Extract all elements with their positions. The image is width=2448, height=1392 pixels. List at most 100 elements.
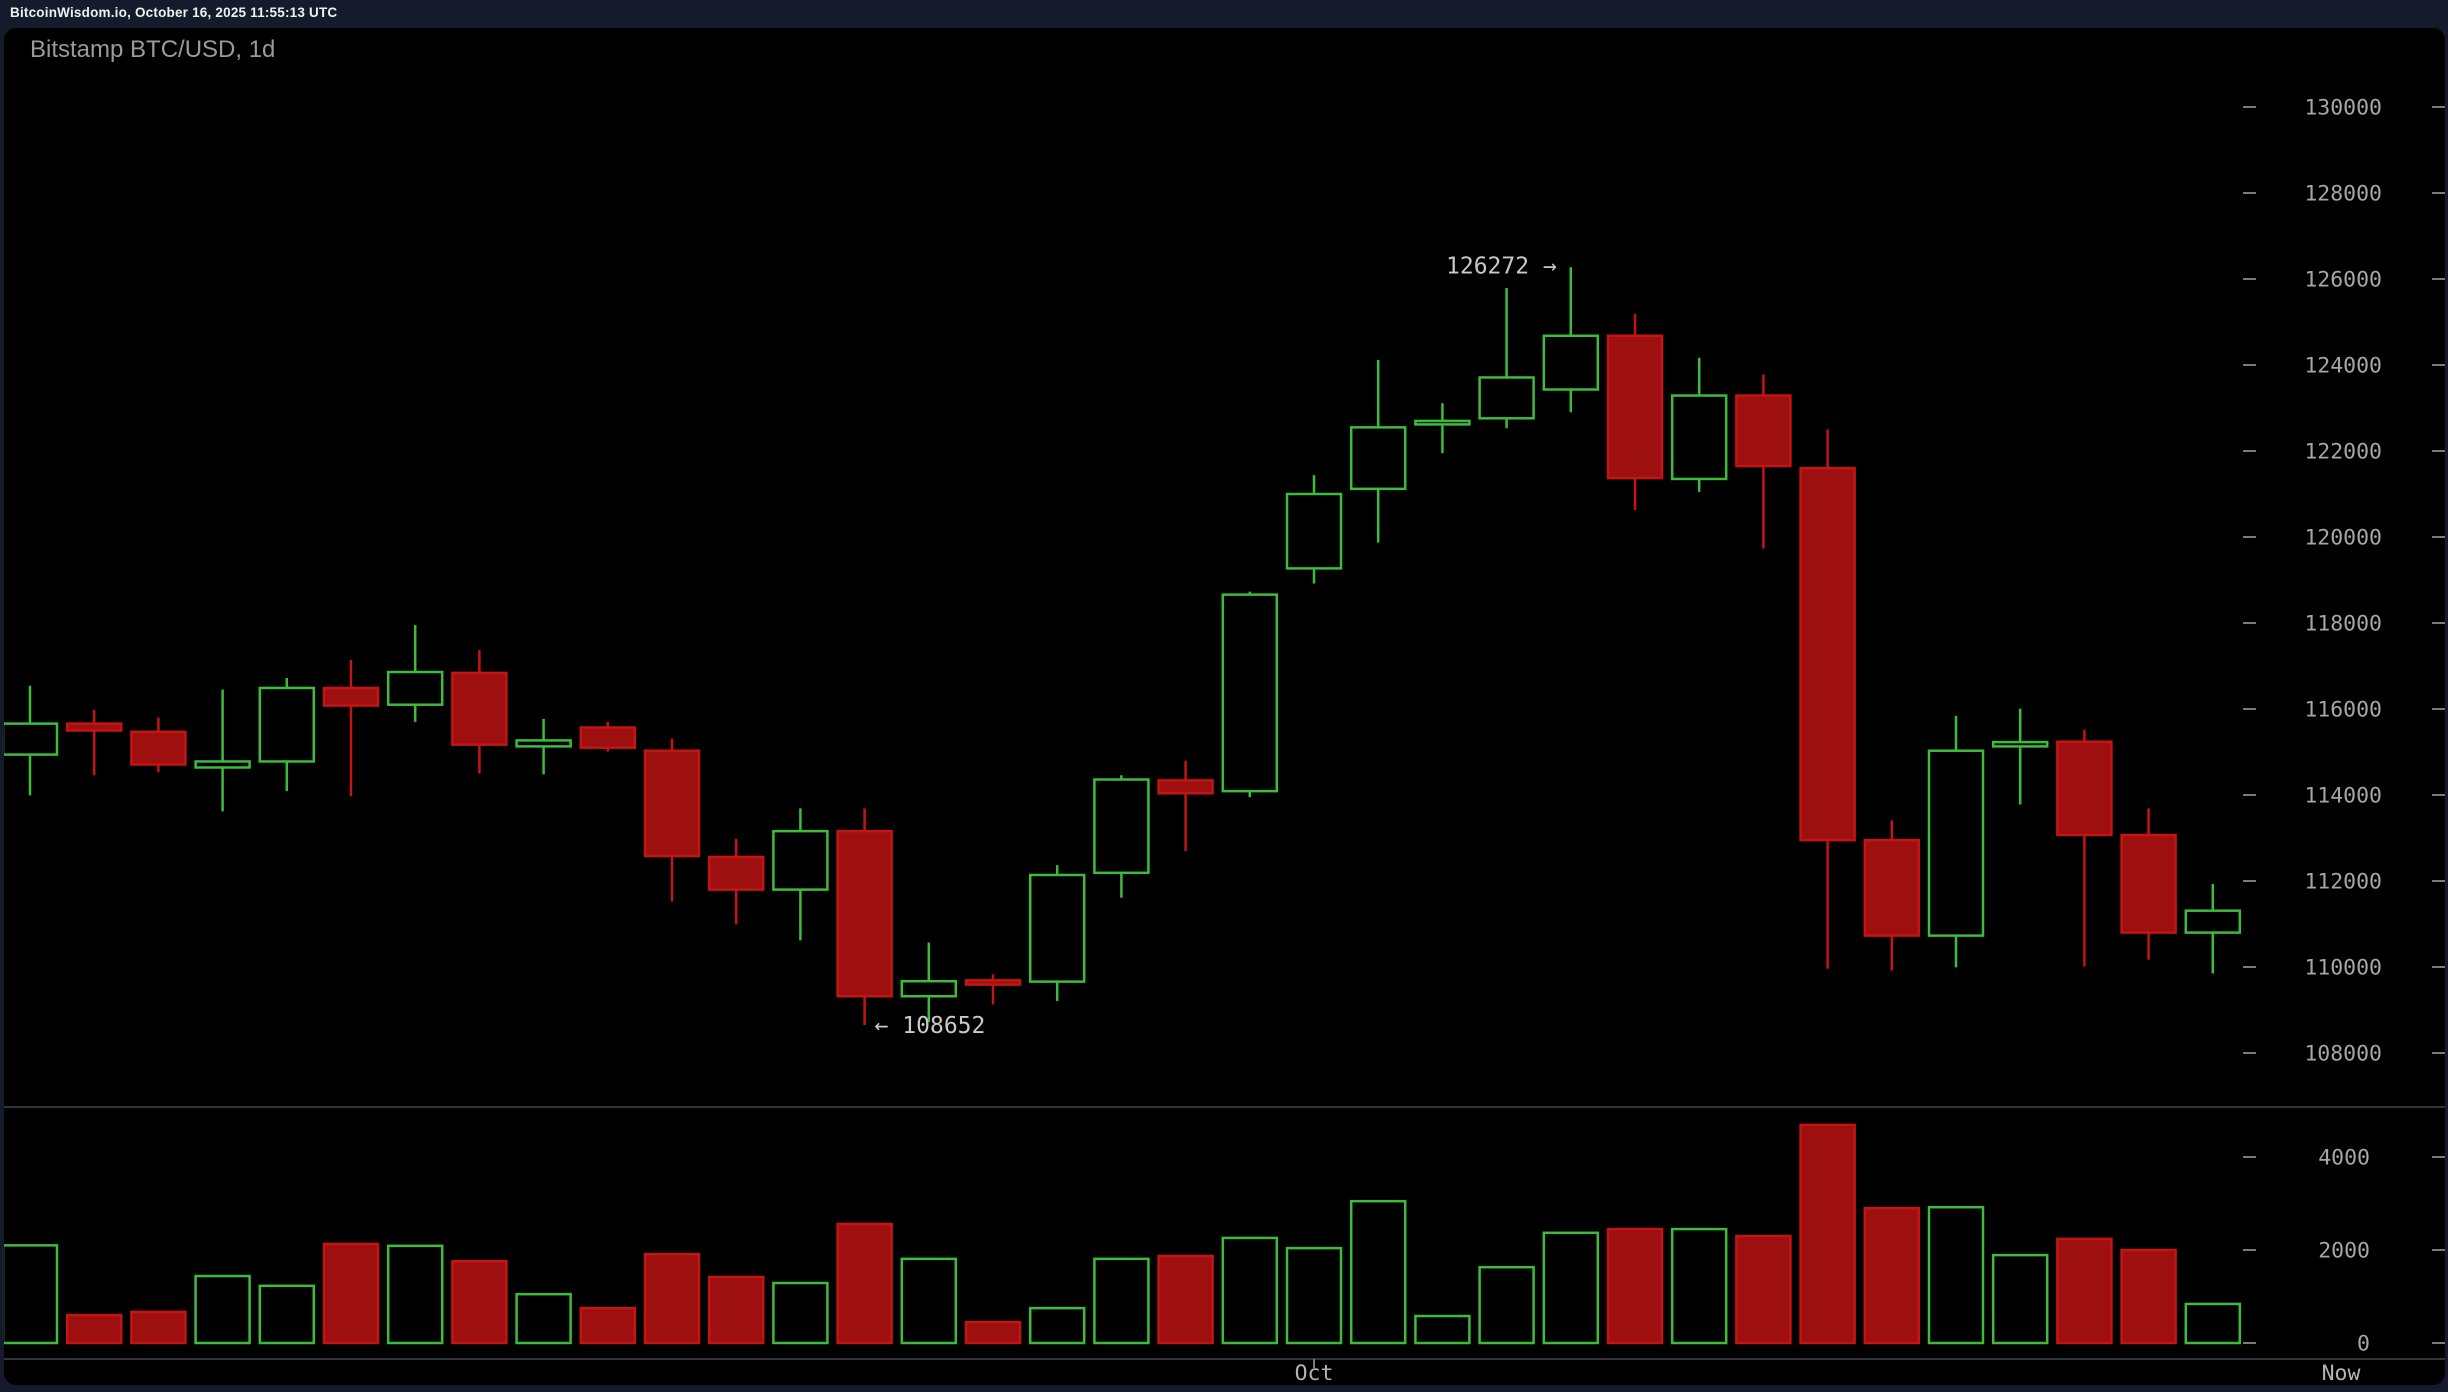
volume-bar[interactable] bbox=[1542, 1231, 1600, 1345]
candle[interactable] bbox=[130, 717, 187, 773]
candle[interactable] bbox=[322, 659, 380, 797]
candle[interactable] bbox=[1927, 715, 1985, 968]
candle[interactable] bbox=[964, 974, 1022, 1005]
candle[interactable] bbox=[1093, 775, 1150, 898]
volume-bar[interactable] bbox=[1285, 1246, 1343, 1345]
volume-bar[interactable] bbox=[643, 1252, 701, 1345]
candle[interactable] bbox=[1028, 865, 1086, 1001]
volume-bar[interactable] bbox=[258, 1284, 316, 1345]
candle[interactable] bbox=[451, 650, 508, 774]
candle-body bbox=[1157, 779, 1214, 795]
candle-body bbox=[65, 722, 123, 732]
candle[interactable] bbox=[1285, 475, 1343, 584]
volume-bar[interactable] bbox=[1606, 1227, 1664, 1345]
volume-axis-label: 0 bbox=[2357, 1332, 2370, 1357]
candle[interactable] bbox=[2184, 884, 2242, 974]
volume-bar[interactable] bbox=[1478, 1265, 1535, 1345]
volume-bar[interactable] bbox=[451, 1259, 508, 1345]
candle-body bbox=[1349, 426, 1407, 491]
candle-body bbox=[1478, 376, 1535, 420]
candle-body bbox=[2056, 740, 2113, 837]
volume-bar[interactable] bbox=[579, 1306, 637, 1345]
volume-bar[interactable] bbox=[964, 1320, 1022, 1345]
price-axis-label: 128000 bbox=[2304, 182, 2382, 207]
candle-body bbox=[772, 829, 829, 891]
candle[interactable] bbox=[1606, 313, 1664, 510]
candle-body bbox=[1927, 749, 1985, 937]
volume-bar[interactable] bbox=[65, 1313, 123, 1345]
price-axis-label: 112000 bbox=[2304, 870, 2382, 895]
volume-bar[interactable] bbox=[2120, 1248, 2177, 1345]
candle[interactable] bbox=[1670, 357, 1728, 492]
price-axis-label: 124000 bbox=[2304, 354, 2382, 379]
candle[interactable] bbox=[258, 678, 316, 792]
volume-bar[interactable] bbox=[130, 1310, 187, 1345]
volume-bar[interactable] bbox=[1349, 1199, 1407, 1345]
candle[interactable] bbox=[1478, 288, 1535, 429]
candle[interactable] bbox=[1157, 760, 1214, 851]
candle[interactable] bbox=[643, 738, 701, 902]
candle-body bbox=[386, 670, 444, 706]
candle[interactable] bbox=[1991, 708, 2049, 805]
volume-bar[interactable] bbox=[2056, 1237, 2113, 1345]
volume-bar[interactable] bbox=[1670, 1227, 1728, 1345]
volume-bar[interactable] bbox=[1991, 1253, 2049, 1345]
candle[interactable] bbox=[1799, 429, 1856, 969]
candle-body bbox=[964, 979, 1022, 986]
candle-body bbox=[1799, 466, 1856, 842]
volume-bar[interactable] bbox=[322, 1242, 380, 1345]
candle[interactable] bbox=[772, 808, 829, 941]
price-axis-label: 110000 bbox=[2304, 956, 2382, 981]
volume-bar[interactable] bbox=[1157, 1254, 1214, 1345]
candle-body bbox=[515, 739, 572, 748]
volume-bar[interactable] bbox=[772, 1281, 829, 1345]
candle[interactable] bbox=[1349, 359, 1407, 543]
candle[interactable] bbox=[2056, 729, 2113, 967]
candle[interactable] bbox=[515, 718, 572, 775]
price-axis-label: 114000 bbox=[2304, 784, 2382, 809]
candle[interactable] bbox=[707, 838, 765, 925]
price-axis-label: 130000 bbox=[2304, 96, 2382, 121]
volume-bar[interactable] bbox=[1414, 1314, 1471, 1345]
candle[interactable] bbox=[3, 685, 59, 796]
volume-bar[interactable] bbox=[1735, 1234, 1792, 1345]
chart-plot-area[interactable]: 130000 128000 126000 124000 122000 120000 1180… bbox=[3, 96, 2445, 1387]
volume-bar[interactable] bbox=[386, 1244, 444, 1345]
volume-bar[interactable] bbox=[1093, 1257, 1150, 1345]
candle[interactable] bbox=[386, 625, 444, 722]
candle-body bbox=[130, 730, 187, 766]
candle-body bbox=[643, 749, 701, 858]
candle-body bbox=[2120, 833, 2177, 934]
candle[interactable] bbox=[579, 721, 637, 752]
candle-body bbox=[1285, 492, 1343, 570]
candle-body bbox=[258, 686, 316, 763]
volume-bar[interactable] bbox=[900, 1257, 958, 1345]
volume-bar[interactable] bbox=[707, 1275, 765, 1345]
candle[interactable] bbox=[1863, 820, 1921, 971]
volume-bar[interactable] bbox=[1863, 1206, 1921, 1345]
candle[interactable] bbox=[194, 689, 251, 812]
candle[interactable] bbox=[2120, 808, 2177, 960]
volume-bar[interactable] bbox=[194, 1274, 251, 1345]
volume-bar[interactable] bbox=[2184, 1302, 2242, 1345]
volume-bar[interactable] bbox=[1221, 1236, 1279, 1345]
volume-bar[interactable] bbox=[836, 1222, 893, 1345]
candle[interactable] bbox=[836, 808, 893, 1025]
candle[interactable] bbox=[1414, 403, 1471, 454]
volume-bar[interactable] bbox=[1028, 1306, 1086, 1345]
volume-bar[interactable] bbox=[515, 1292, 572, 1345]
price-axis-label: 122000 bbox=[2304, 440, 2382, 465]
candle[interactable] bbox=[1735, 374, 1792, 549]
volume-bar[interactable] bbox=[1927, 1205, 1985, 1345]
candle[interactable] bbox=[65, 709, 123, 776]
candle-body bbox=[1221, 593, 1279, 793]
low-price-annotation: ← 108652 bbox=[875, 1013, 986, 1039]
volume-bar[interactable] bbox=[3, 1244, 59, 1345]
candle[interactable] bbox=[900, 942, 958, 1023]
candle[interactable] bbox=[1542, 267, 1600, 413]
candle[interactable] bbox=[1221, 591, 1279, 798]
candle-body bbox=[1735, 394, 1792, 468]
volume-bar[interactable] bbox=[1799, 1123, 1856, 1345]
